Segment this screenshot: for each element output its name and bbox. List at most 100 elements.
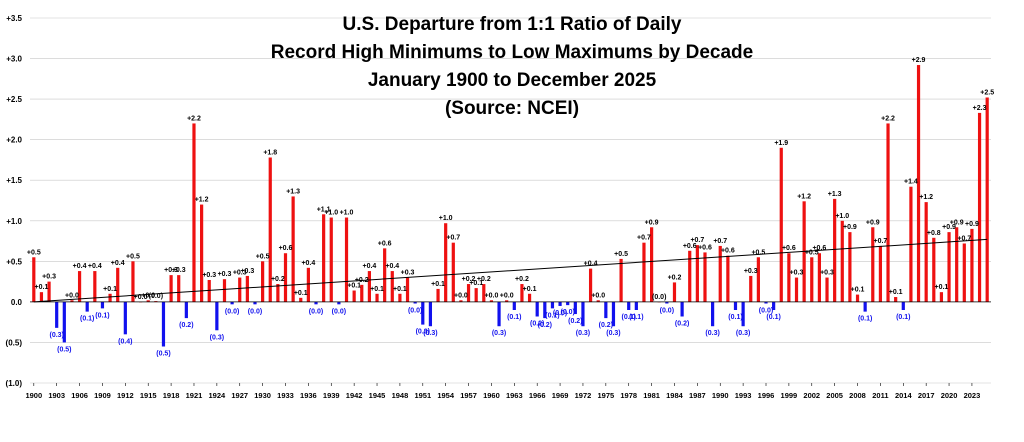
bar: [581, 301, 585, 327]
bar: [741, 301, 745, 327]
x-tick-label: 1903: [48, 391, 65, 400]
x-tick-label: 1930: [254, 391, 271, 400]
bar: [474, 288, 478, 302]
bar: [916, 65, 921, 302]
bar: [855, 294, 860, 302]
x-tick-label: 1981: [643, 391, 660, 400]
bar: [169, 275, 173, 302]
data-label: (0.4): [118, 338, 132, 345]
x-tick-label: 1912: [117, 391, 134, 400]
data-label: +0.6: [721, 248, 735, 255]
bar: [93, 271, 97, 302]
x-tick-label: 1954: [437, 391, 455, 400]
bar: [566, 301, 570, 306]
x-tick-label: 2008: [849, 391, 866, 400]
x-tick-label: 1909: [94, 391, 111, 400]
x-tick-label: 1999: [781, 391, 798, 400]
x-tick-label: 2014: [895, 391, 913, 400]
y-tick-label: +2.5: [6, 95, 22, 104]
data-label: (0.2): [530, 320, 544, 327]
bar: [726, 255, 730, 302]
bar: [703, 252, 707, 302]
data-label: +0.7: [446, 235, 460, 242]
data-label: +0.4: [88, 263, 102, 270]
bar: [466, 284, 471, 302]
data-label: +0.5: [805, 249, 819, 256]
data-label: +0.6: [782, 245, 796, 252]
x-tick-label: 1921: [186, 391, 203, 400]
x-tick-label: 1969: [552, 391, 569, 400]
bar: [779, 147, 783, 302]
data-label: +2.2: [187, 115, 201, 122]
data-label: +0.6: [698, 244, 712, 251]
bar: [512, 301, 516, 310]
data-label: (0.5): [156, 351, 170, 358]
x-tick-label: 1972: [575, 391, 592, 400]
x-tick-label: 1957: [460, 391, 477, 400]
data-label: +1.0: [340, 210, 354, 217]
bar: [390, 271, 394, 302]
bar: [955, 227, 959, 302]
data-label: (0.3): [210, 334, 224, 341]
data-label: (0.3): [736, 330, 750, 337]
data-label: +1.2: [797, 193, 811, 200]
bar: [901, 301, 905, 310]
data-label: (0.3): [606, 330, 620, 337]
data-label: +0.9: [965, 221, 979, 228]
bar: [733, 301, 738, 310]
bar: [688, 250, 692, 302]
bar: [62, 301, 66, 343]
bar: [276, 284, 280, 302]
x-tick-label: 1942: [346, 391, 363, 400]
data-label: +0.9: [942, 224, 956, 231]
data-label: (0.1): [858, 316, 872, 323]
bar: [322, 214, 326, 302]
x-tick-label: 1927: [231, 391, 248, 400]
x-tick-label: 1966: [529, 391, 546, 400]
data-label: (0.0): [652, 294, 666, 301]
data-label: (0.0): [560, 309, 574, 316]
bar: [131, 261, 135, 302]
data-label: +0.2: [477, 276, 491, 283]
data-label: +0.0: [65, 292, 79, 299]
bar: [550, 301, 555, 309]
data-label: +0.0: [500, 292, 514, 299]
data-label: +0.4: [362, 263, 376, 270]
x-tick-label: 1939: [323, 391, 340, 400]
bar: [230, 301, 234, 305]
bar: [360, 284, 364, 302]
data-label: (0.1): [545, 312, 559, 319]
data-label: +0.9: [645, 219, 659, 226]
data-label: +0.7: [957, 235, 971, 242]
bar: [619, 258, 623, 302]
bar: [695, 245, 699, 302]
data-label: (0.5): [57, 346, 71, 353]
x-axis-ticks: 1900 1903 1906 1909 1912 1915 1918 1921 1924 1927…: [25, 383, 980, 400]
chart-title: U.S. Departure from 1:1 Ratio of Daily R…: [271, 14, 753, 119]
bar: [184, 301, 188, 319]
y-tick-label: +3.5: [6, 14, 22, 23]
data-label: +0.7: [873, 238, 887, 245]
data-label: +2.3: [973, 105, 987, 112]
data-label: (0.2): [179, 322, 193, 329]
data-label: +0.4: [73, 263, 87, 270]
data-label: +0.5: [256, 253, 270, 260]
trend-line: [33, 238, 988, 303]
data-label: +0.1: [523, 286, 537, 293]
data-label: +1.0: [324, 210, 338, 217]
data-label: +0.1: [347, 283, 361, 290]
data-label: +0.6: [378, 240, 392, 247]
data-label: +2.2: [881, 115, 895, 122]
bar: [47, 281, 51, 302]
bar: [222, 279, 227, 302]
bar: [817, 253, 821, 302]
data-label: (0.1): [622, 314, 636, 321]
data-label: (0.3): [49, 332, 63, 339]
data-label: +1.4: [904, 179, 918, 186]
data-label: +1.8: [263, 150, 277, 157]
data-label: +1.2: [195, 197, 209, 204]
data-label: +0.1: [103, 286, 117, 293]
x-tick-label: 1900: [25, 391, 42, 400]
data-label: +0.3: [218, 271, 232, 278]
data-label: +0.3: [744, 268, 758, 275]
